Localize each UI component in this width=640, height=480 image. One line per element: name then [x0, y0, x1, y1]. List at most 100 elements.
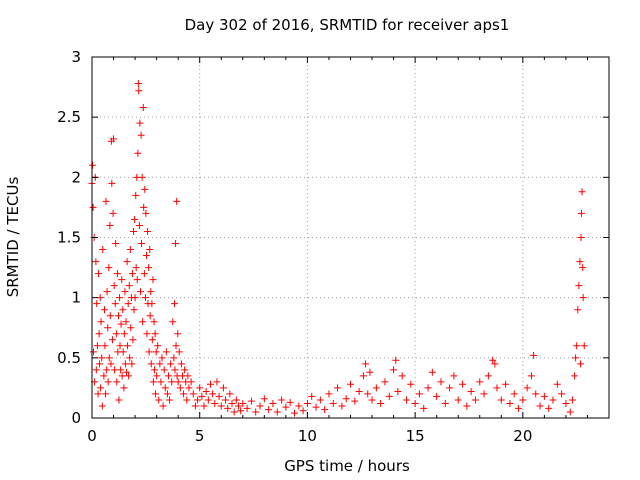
data-point: [321, 406, 329, 414]
data-point: [138, 240, 146, 248]
data-point: [377, 400, 385, 408]
data-point: [113, 378, 121, 386]
data-point: [579, 264, 587, 272]
data-point: [155, 396, 163, 404]
data-point: [174, 330, 182, 338]
data-point: [312, 403, 320, 411]
data-point: [407, 380, 415, 388]
data-point: [162, 348, 170, 356]
data-point: [160, 366, 168, 374]
data-point: [256, 402, 264, 410]
data-point: [104, 378, 112, 386]
data-point: [131, 294, 139, 302]
data-point: [119, 348, 127, 356]
data-point: [147, 360, 155, 368]
data-point: [198, 392, 206, 400]
data-point: [137, 131, 145, 139]
data-point: [437, 378, 445, 386]
data-point: [96, 360, 104, 368]
data-point: [164, 372, 172, 380]
data-point: [121, 360, 129, 368]
data-point: [260, 395, 268, 403]
data-point: [578, 188, 586, 196]
data-point: [136, 119, 144, 127]
data-point: [576, 258, 584, 266]
data-point: [202, 388, 210, 396]
data-point: [175, 348, 183, 356]
data-point: [166, 396, 174, 404]
data-point: [130, 227, 138, 235]
data-point: [347, 380, 354, 388]
x-tick-label: 10: [298, 427, 317, 445]
data-point: [467, 388, 475, 396]
data-point: [545, 404, 553, 412]
data-point: [325, 390, 333, 398]
data-point: [157, 378, 165, 386]
data-point: [181, 366, 189, 374]
data-point: [549, 396, 557, 404]
y-tick-label: 0.5: [57, 349, 81, 367]
data-point: [93, 342, 101, 350]
data-point: [459, 380, 467, 388]
data-point: [273, 408, 281, 416]
data-point: [97, 384, 105, 392]
data-point: [146, 246, 154, 254]
data-point: [168, 378, 176, 386]
data-point: [125, 282, 133, 290]
data-point: [167, 360, 175, 368]
data-point: [143, 330, 151, 338]
data-point: [530, 351, 538, 359]
data-point: [185, 384, 193, 392]
data-point: [152, 348, 160, 356]
data-point: [173, 197, 181, 205]
data-point: [126, 246, 134, 254]
data-point: [121, 288, 129, 296]
data-point: [117, 320, 125, 328]
data-point: [191, 402, 199, 410]
data-point: [247, 397, 255, 405]
data-point: [510, 390, 518, 398]
data-point: [95, 330, 103, 338]
data-point: [215, 392, 223, 400]
data-point: [196, 384, 204, 392]
data-point: [308, 392, 316, 400]
data-point: [446, 384, 454, 392]
data-point: [211, 400, 219, 408]
data-point: [140, 270, 148, 278]
data-point: [177, 360, 185, 368]
data-point: [158, 354, 166, 362]
data-point: [108, 336, 116, 344]
data-point: [169, 318, 177, 326]
data-point: [141, 185, 149, 193]
data-point: [243, 404, 251, 412]
data-point: [93, 300, 101, 308]
data-point: [415, 390, 423, 398]
data-point: [398, 372, 406, 380]
data-point: [129, 336, 137, 344]
data-point: [362, 360, 370, 368]
data-point: [174, 378, 182, 386]
data-point: [148, 336, 156, 344]
data-point: [171, 300, 179, 308]
data-point: [149, 276, 157, 284]
data-point: [553, 380, 561, 388]
data-point: [252, 408, 260, 416]
data-point: [265, 406, 273, 414]
data-point: [138, 173, 146, 181]
data-point: [107, 360, 115, 368]
data-point: [89, 203, 97, 211]
data-point: [172, 342, 180, 350]
y-tick-label: 1.5: [57, 229, 81, 247]
x-axis-label: GPS time / hours: [284, 457, 410, 475]
data-point: [232, 396, 240, 404]
data-point: [295, 402, 303, 410]
data-point: [573, 342, 581, 350]
data-point: [540, 392, 548, 400]
data-point: [99, 246, 107, 254]
data-point: [506, 400, 514, 408]
data-point: [342, 395, 350, 403]
data-point: [489, 356, 497, 364]
data-point: [269, 400, 277, 408]
x-tick-label: 15: [406, 427, 425, 445]
